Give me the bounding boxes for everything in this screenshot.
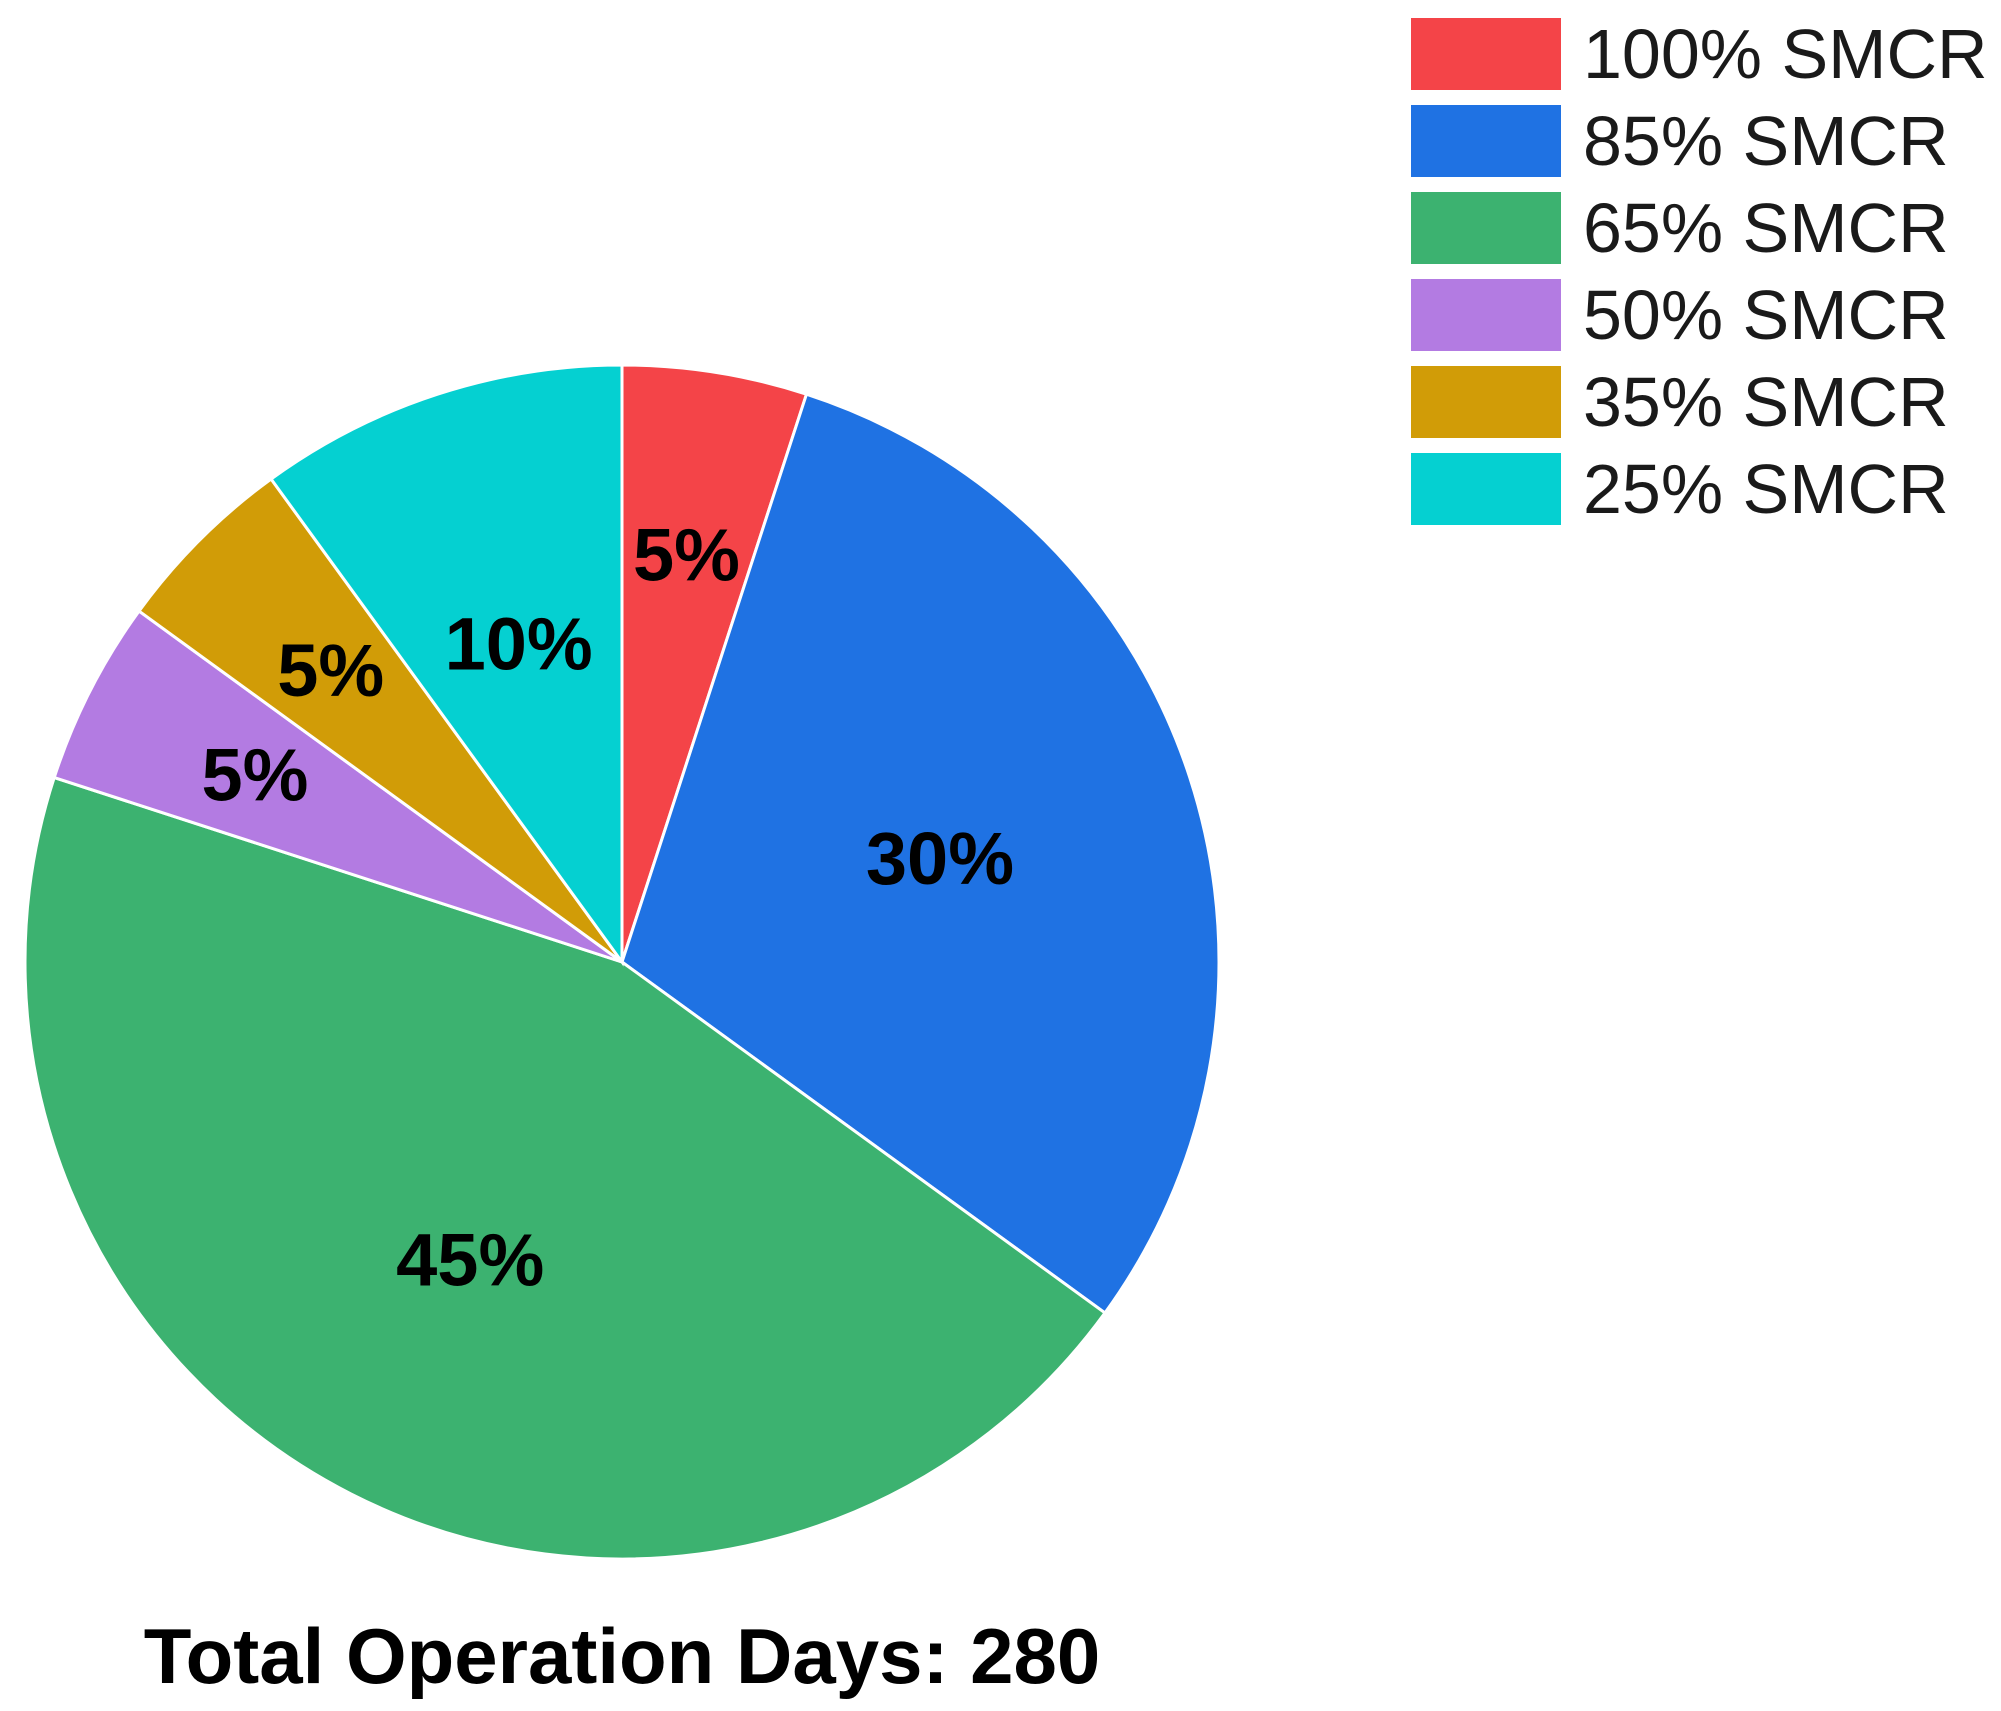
legend-item: 25% SMCR (1411, 450, 1949, 528)
legend: 100% SMCR 85% SMCR 65% SMCR 50% SMCR 35% SMC… (1411, 15, 1988, 528)
legend-label: 35% SMCR (1583, 363, 1949, 441)
pie-slice-labels: 5% 30% 45% 5% 5% 10% (201, 514, 1014, 1302)
slice-label: 5% (277, 629, 384, 712)
legend-label: 65% SMCR (1583, 189, 1949, 267)
legend-swatch (1411, 279, 1561, 351)
pie-slice-25-smcr (268, 363, 624, 967)
legend-swatch (1411, 18, 1561, 90)
legend-item: 35% SMCR (1411, 363, 1949, 441)
legend-label: 100% SMCR (1583, 15, 1988, 93)
legend-item: 50% SMCR (1411, 276, 1949, 354)
slice-label: 30% (866, 817, 1014, 900)
pie-slice-35-smcr (136, 476, 624, 964)
legend-item: 100% SMCR (1411, 15, 1988, 93)
slice-label: 10% (445, 603, 593, 686)
pie-slice-65-smcr (23, 775, 1108, 1561)
legend-item: 65% SMCR (1411, 189, 1949, 267)
slice-label: 5% (201, 733, 308, 816)
pie-slice-50-smcr (52, 608, 623, 964)
legend-swatch (1411, 453, 1561, 525)
slice-label: 45% (396, 1218, 544, 1301)
slice-label: 5% (633, 514, 740, 597)
chart-caption: Total Operation Days: 280 (144, 1612, 1101, 1700)
pie-slices (23, 363, 1221, 1561)
legend-label: 50% SMCR (1583, 276, 1949, 354)
legend-item: 85% SMCR (1411, 102, 1949, 180)
legend-label: 25% SMCR (1583, 450, 1949, 528)
legend-swatch (1411, 192, 1561, 264)
legend-label: 85% SMCR (1583, 102, 1949, 180)
legend-swatch (1411, 366, 1561, 438)
pie-slice-100-smcr (620, 363, 809, 963)
pie-slice-85-smcr (620, 392, 1221, 1316)
legend-swatch (1411, 105, 1561, 177)
